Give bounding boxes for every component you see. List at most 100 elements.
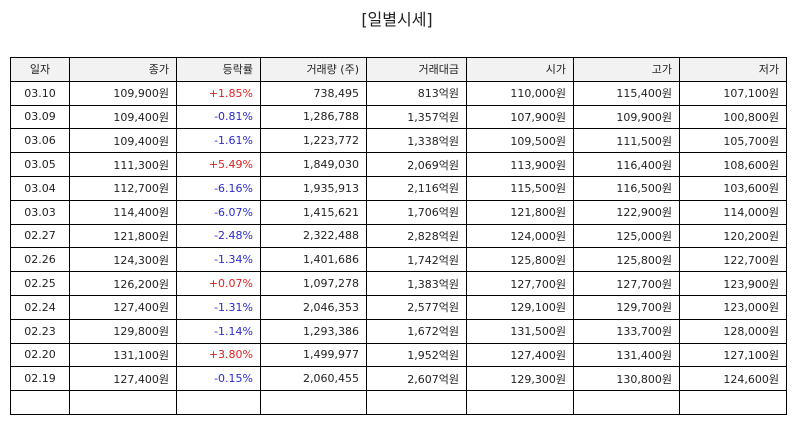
table-cell: 2,322,488 [260, 223, 367, 249]
table-cell: 02.25 [10, 271, 70, 296]
empty-cell [176, 390, 261, 415]
table-cell: 107,900원 [466, 104, 574, 130]
table-cell: 125,800원 [573, 247, 680, 273]
table-cell: 107,100원 [679, 80, 787, 106]
column-header: 시가 [466, 57, 574, 82]
table-cell: 1,293,386 [260, 318, 367, 344]
table-cell: 111,300원 [69, 152, 177, 177]
empty-cell [466, 390, 574, 415]
table-cell: 813억원 [366, 80, 467, 106]
table-cell: 1,338억원 [366, 128, 467, 154]
table-cell: 1,097,278 [260, 271, 367, 296]
table-cell: 2,607억원 [366, 366, 467, 392]
table-cell: 2,828억원 [366, 223, 467, 249]
table-cell: 2,116억원 [366, 175, 467, 201]
table-cell: 130,800원 [573, 366, 680, 392]
header-row: 일자 종가 등락률 거래량 (주) 거래대금 시가 고가 저가 [10, 57, 787, 82]
table-cell: 123,900원 [679, 271, 787, 296]
table-cell: 116,400원 [573, 152, 680, 177]
empty-row [10, 390, 787, 415]
empty-cell [260, 390, 367, 415]
table-cell: 124,600원 [679, 366, 787, 392]
table-cell: +5.49% [176, 152, 261, 177]
table-cell: +0.07% [176, 271, 261, 296]
table-cell: 1,415,621 [260, 199, 367, 225]
table-cell: 03.09 [10, 104, 70, 130]
empty-cell [10, 390, 70, 415]
column-header: 종가 [69, 57, 177, 82]
table-cell: 129,100원 [466, 294, 574, 320]
table-row: 02.19 127,400원 -0.15% 2,060,455 2,607억원 129,3… [10, 366, 787, 392]
table-cell: 123,000원 [679, 294, 787, 320]
table-cell: 124,300원 [69, 247, 177, 273]
table-cell: 113,900원 [466, 152, 574, 177]
table-cell: 1,952억원 [366, 342, 467, 368]
table-cell: 1,742억원 [366, 247, 467, 273]
table-row: 03.09 109,400원 -0.81% 1,286,788 1,357억원 107,9… [10, 104, 787, 130]
column-header: 거래대금 [366, 57, 467, 82]
table-row: 02.25 126,200원 +0.07% 1,097,278 1,383억원 127,7… [10, 271, 787, 296]
table-cell: 127,400원 [69, 366, 177, 392]
table-row: 02.24 127,400원 -1.31% 2,046,353 2,577억원 129,1… [10, 294, 787, 320]
table-cell: 122,900원 [573, 199, 680, 225]
table-cell: 109,400원 [69, 104, 177, 130]
table-row: 03.03 114,400원 -6.07% 1,415,621 1,706억원 121,8… [10, 199, 787, 225]
table-cell: 112,700원 [69, 175, 177, 201]
table-cell: 109,900원 [573, 104, 680, 130]
table-cell: 1,672억원 [366, 318, 467, 344]
table-cell: 109,900원 [69, 80, 177, 106]
table-cell: -1.61% [176, 128, 261, 154]
table-cell: 114,000원 [679, 199, 787, 225]
table-cell: 2,060,455 [260, 366, 367, 392]
table-cell: -1.34% [176, 247, 261, 273]
price-table: 일자 종가 등락률 거래량 (주) 거래대금 시가 고가 저가 03.10 109,900원 +1… [10, 57, 787, 415]
table-cell: 1,849,030 [260, 152, 367, 177]
table-cell: 1,223,772 [260, 128, 367, 154]
table-cell: 2,577억원 [366, 294, 467, 320]
table-cell: 127,400원 [69, 294, 177, 320]
table-cell: 121,800원 [466, 199, 574, 225]
table-cell: 02.24 [10, 294, 70, 320]
table-cell: 1,357억원 [366, 104, 467, 130]
table-cell: 738,495 [260, 80, 367, 106]
table-row: 03.06 109,400원 -1.61% 1,223,772 1,338억원 109,5… [10, 128, 787, 154]
table-cell: 128,000원 [679, 318, 787, 344]
table-cell: 125,800원 [466, 247, 574, 273]
table-cell: 1,499,977 [260, 342, 367, 368]
column-header: 일자 [10, 57, 70, 82]
table-cell: 127,700원 [573, 271, 680, 296]
table-row: 02.27 121,800원 -2.48% 2,322,488 2,828억원 124,0… [10, 223, 787, 249]
table-cell: 126,200원 [69, 271, 177, 296]
table-cell: 127,100원 [679, 342, 787, 368]
table-cell: +3.80% [176, 342, 261, 368]
table-cell: 127,700원 [466, 271, 574, 296]
table-cell: 116,500원 [573, 175, 680, 201]
empty-cell [679, 390, 787, 415]
table-cell: 127,400원 [466, 342, 574, 368]
table-cell: 129,800원 [69, 318, 177, 344]
table-cell: 1,286,788 [260, 104, 367, 130]
table-cell: 124,000원 [466, 223, 574, 249]
table-cell: 02.27 [10, 223, 70, 249]
page-title: [일별시세] [361, 10, 433, 29]
table-cell: 114,400원 [69, 199, 177, 225]
table-row: 02.23 129,800원 -1.14% 1,293,386 1,672억원 131,5… [10, 318, 787, 344]
table-cell: 02.26 [10, 247, 70, 273]
table-cell: 03.10 [10, 80, 70, 106]
table-cell: 115,500원 [466, 175, 574, 201]
table-cell: 1,935,913 [260, 175, 367, 201]
table-cell: 111,500원 [573, 128, 680, 154]
column-header: 등락률 [176, 57, 261, 82]
table-cell: 03.04 [10, 175, 70, 201]
table-cell: 131,500원 [466, 318, 574, 344]
table-cell: +1.85% [176, 80, 261, 106]
table-cell: -2.48% [176, 223, 261, 249]
table-cell: 03.05 [10, 152, 70, 177]
table-cell: 121,800원 [69, 223, 177, 249]
table-cell: 129,700원 [573, 294, 680, 320]
table-cell: -6.07% [176, 199, 261, 225]
table-cell: 109,500원 [466, 128, 574, 154]
table-body: 03.10 109,900원 +1.85% 738,495 813억원 110,000원 1… [10, 80, 787, 415]
empty-cell [573, 390, 680, 415]
